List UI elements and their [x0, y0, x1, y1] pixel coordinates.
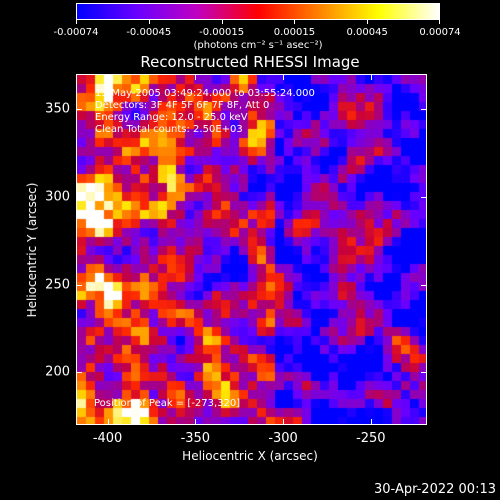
- plot-title: Reconstructed RHESSI Image: [140, 53, 360, 71]
- y-tick-label: 250: [45, 277, 70, 293]
- y-tick-mark: [421, 284, 426, 286]
- colorbar-units: (photons cm⁻² s⁻¹ asec⁻²): [193, 40, 323, 51]
- x-tick-mark: [107, 419, 109, 424]
- colorbar-tick-label: 0.00015: [273, 27, 316, 38]
- info-energy-range: Energy Range: 12.0 - 25.0 keV: [95, 112, 248, 123]
- x-tick-label: -250: [356, 431, 386, 446]
- x-tick-mark: [283, 419, 285, 424]
- x-tick-mark: [195, 419, 197, 424]
- colorbar-tick-mark: [439, 20, 440, 24]
- colorbar-tick-label: 0.00074: [419, 27, 461, 38]
- colorbar-tick-label: 0.00045: [346, 27, 388, 38]
- heatmap-plot-area: 13-May-2005 03:49:24.000 to 03:55:24.000…: [76, 74, 427, 425]
- y-tick-mark: [77, 109, 82, 111]
- heatmap-image: [77, 75, 426, 424]
- timestamp: 30-Apr-2022 00:13: [374, 482, 496, 497]
- colorbar: [76, 3, 440, 20]
- x-tick-mark: [370, 419, 372, 424]
- x-tick-mark: [107, 75, 109, 80]
- y-tick-label: 200: [45, 364, 70, 380]
- y-tick-mark: [421, 109, 426, 111]
- y-tick-mark: [77, 372, 82, 374]
- x-tick-label: -300: [268, 431, 298, 446]
- info-total-counts: Clean Total counts: 2.50E+03: [95, 124, 243, 135]
- y-tick-label: 350: [45, 101, 70, 117]
- x-tick-label: -400: [92, 431, 123, 446]
- y-axis-label: Heliocentric Y (arcsec): [25, 182, 39, 318]
- y-tick-mark: [421, 372, 426, 374]
- colorbar-tick-label: -0.00074: [53, 27, 99, 38]
- x-axis-label: Heliocentric X (arcsec): [182, 449, 318, 463]
- info-detectors: Detectors: 3F 4F 5F 6F 7F 8F, Att 0: [95, 100, 270, 111]
- info-time-range: 13-May-2005 03:49:24.000 to 03:55:24.000: [95, 88, 315, 99]
- y-tick-mark: [421, 196, 426, 198]
- y-tick-label: 300: [45, 189, 70, 205]
- x-tick-mark: [283, 75, 285, 80]
- x-tick-mark: [370, 75, 372, 80]
- peak-position-label: Position of Peak = [-273,320]: [94, 398, 241, 409]
- colorbar-tick-mark: [76, 20, 77, 24]
- colorbar-tick-label: -0.00045: [126, 27, 172, 38]
- x-tick-label: -350: [180, 431, 211, 446]
- colorbar-tick-mark: [221, 20, 223, 24]
- x-tick-mark: [195, 75, 197, 80]
- y-tick-mark: [77, 284, 82, 286]
- colorbar-tick-mark: [367, 20, 369, 24]
- colorbar-tick-mark: [294, 20, 296, 24]
- y-tick-mark: [77, 196, 82, 198]
- colorbar-tick-label: -0.00015: [199, 27, 245, 38]
- colorbar-tick-mark: [148, 20, 150, 24]
